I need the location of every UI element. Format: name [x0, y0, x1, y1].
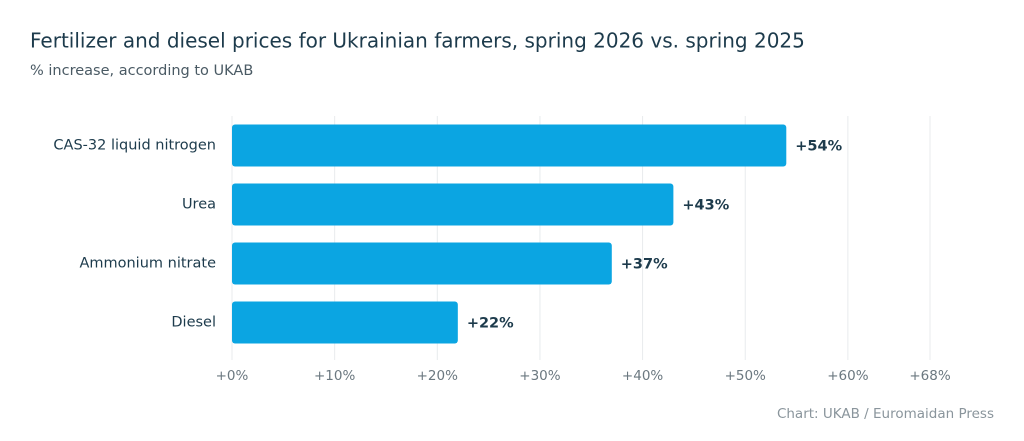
x-tick-label: +60%: [827, 368, 868, 384]
x-tick-label: +10%: [314, 368, 355, 384]
bar: [232, 124, 787, 167]
x-tick-label: +30%: [519, 368, 560, 384]
value-label: +43%: [682, 198, 729, 214]
y-tick-label: Diesel: [171, 315, 216, 331]
y-tick-label: CAS-32 liquid nitrogen: [53, 138, 216, 154]
source: Chart: UKAB / Euromaidan Press: [777, 406, 994, 422]
bar: [232, 183, 674, 226]
x-tick-label: +68%: [909, 368, 950, 384]
bar: [232, 242, 612, 285]
bar: [232, 301, 458, 344]
value-label: +37%: [621, 257, 668, 273]
value-label: +22%: [467, 316, 514, 332]
x-tick-label: +40%: [622, 368, 663, 384]
y-tick-label: Urea: [182, 197, 216, 213]
y-tick-label: Ammonium nitrate: [79, 256, 216, 272]
chart-title: Fertilizer and diesel prices for Ukraini…: [30, 29, 805, 53]
x-tick-label: +50%: [725, 368, 766, 384]
x-tick-label: +0%: [216, 368, 249, 384]
value-label: +54%: [795, 139, 842, 155]
chart-subtitle: % increase, according to UKAB: [30, 63, 253, 79]
x-tick-label: +20%: [417, 368, 458, 384]
